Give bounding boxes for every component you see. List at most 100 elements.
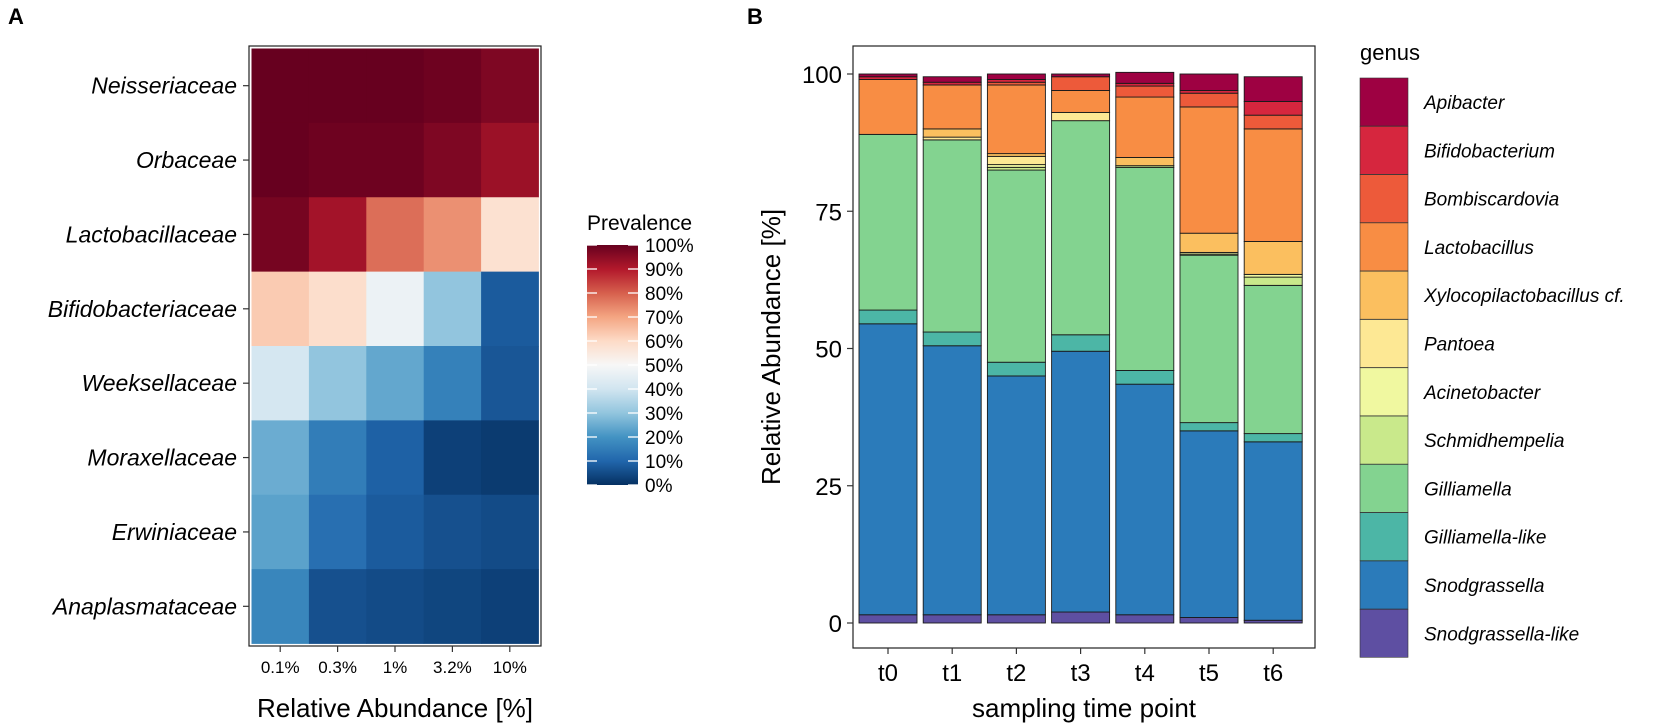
x-tick-label: t0 [878,660,898,687]
bar-segment [1115,71,1175,84]
stacked-bars [858,71,1303,624]
bar-segment [1115,383,1175,616]
heatmap-cell [423,48,482,124]
y-tick-label: 75 [815,199,842,226]
x-tick-label: 0.3% [318,658,357,677]
heatmap-cell [366,271,425,347]
legend-swatch [1359,126,1409,175]
x-tick-label: 0.1% [261,658,300,677]
heatmap-cell [423,271,482,347]
heatmap-cell [423,197,482,273]
bar-segment [1243,128,1303,242]
x-tick-label: t4 [1135,660,1155,687]
legend-swatch [1359,608,1409,658]
colorbar-ticks: 100% 90% 80% 70% 60% 50% 40% 30% 20% 10% 0% [587,236,694,497]
y-tick-label: Erwiniaceae [112,519,237,545]
panel-b-stacked-bar: B 0 25 50 75 100 t0 t1 t2 t3 t4 t5 t6 Relative Abu… [747,4,1625,723]
bar-segment [1051,120,1111,336]
bar-segment [1243,100,1303,116]
bar-segment [1243,433,1303,443]
bar-segment [858,133,918,311]
heatmap-cell [251,494,310,570]
heatmap-cell [308,569,367,644]
legend-swatch [1359,270,1409,320]
legend-label: Gilliamella-like [1424,528,1546,549]
heatmap-cell [423,494,482,570]
legend-label: Gilliamella [1424,479,1512,500]
legend-label: Acinetobacter [1423,383,1541,404]
bar-segment [858,73,918,78]
legend-label: Snodgrassella [1424,576,1544,597]
heatmap-cell [481,122,539,198]
y-tick-label: Neisseriaceae [91,73,237,99]
bar-segment [922,76,982,83]
bar-segment [1051,611,1111,624]
bar-segment [1179,422,1239,432]
bar-segment [1051,350,1111,613]
panel-a-label: A [8,4,24,29]
heatmap-cell [251,569,310,644]
bar-x-axis-title: sampling time point [972,693,1197,723]
legend-swatch [1359,174,1409,223]
bar-segment [986,155,1046,166]
x-tick-label: t1 [942,660,962,687]
bar-segment [986,73,1046,80]
heatmap-cell [481,271,539,347]
bar-segment [858,614,918,624]
heatmap-x-axis: 0.1% 0.3% 1% 3.2% 10% [261,646,527,677]
bar-segment [1115,614,1175,624]
heatmap-cell [423,346,482,421]
heatmap-cell [308,271,367,347]
heatmap-y-axis: Neisseriaceae Orbaceae Lactobacillaceae Bif… [48,73,249,619]
panel-b-label: B [747,4,763,29]
heatmap-cell [481,494,539,570]
y-tick-label: 25 [815,474,842,501]
bar-segment [1243,114,1303,130]
heatmap-cell [423,420,482,496]
bar-segment [1179,232,1239,253]
x-tick-label: 3.2% [433,658,472,677]
bar-segment [1051,90,1111,113]
y-tick-label: 0 [829,611,842,638]
heatmap-cell [481,569,539,644]
heatmap-cell [366,346,425,421]
bar-segment [1179,73,1239,91]
y-tick-label: Lactobacillaceae [66,221,237,247]
bar-segment [1051,73,1111,78]
bar-segment [858,309,918,325]
x-tick-label: t3 [1071,660,1091,687]
colorbar-tick-label: 80% [645,284,683,305]
bar-segment [1243,240,1303,275]
bar-segment [986,169,1046,363]
legend-swatch [1359,319,1409,368]
bar-segment [1179,92,1239,108]
heatmap-x-axis-title: Relative Abundance [%] [257,693,533,723]
bar-segment [1115,166,1175,371]
bar-segment [1243,276,1303,286]
heatmap-cell [366,48,425,124]
bar-segment [1179,430,1239,618]
heatmap-cell [251,420,310,496]
heatmap-cell [481,346,539,421]
heatmap-cell [481,420,539,496]
bar-segment [1179,617,1239,624]
heatmap-cell [308,122,367,198]
legend-label: Xylocopilactobacillus cf. [1423,286,1625,307]
heatmap-cell [366,420,425,496]
colorbar-tick-label: 0% [645,476,673,497]
bar-segment [922,84,982,130]
genus-legend: genus Apibacter Bifidobacterium Bombiscard… [1359,40,1625,658]
y-tick-label: Bifidobacteriaceae [48,296,237,322]
heatmap-cell [308,346,367,421]
legend-swatch [1359,512,1409,562]
y-tick-label: 50 [815,337,842,364]
bar-segment [1179,106,1239,234]
heatmap-cell [308,48,367,124]
heatmap-cell [251,271,310,347]
bar-segment [858,323,918,616]
bar-segment [922,128,982,138]
y-tick-label: 100 [802,62,842,89]
bar-segment [1115,156,1175,167]
legend-swatch [1359,560,1409,610]
heatmap-cell [251,346,310,421]
